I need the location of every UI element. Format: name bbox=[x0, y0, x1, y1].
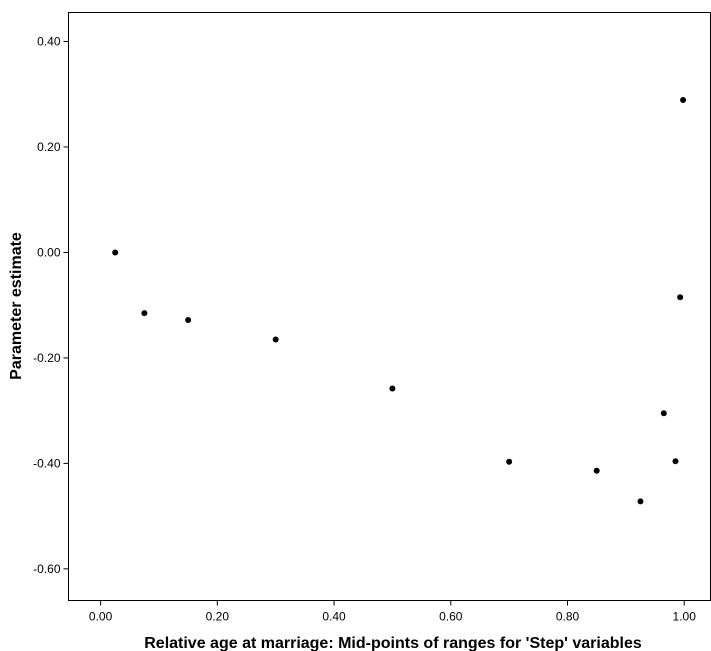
y-tick-label: 0.20 bbox=[37, 140, 61, 154]
data-point bbox=[506, 458, 513, 465]
x-tick-label: 0.00 bbox=[89, 610, 113, 624]
x-axis-ticks: 0.00 0.20 0.40 0.60 0.80 1.00 bbox=[89, 600, 697, 624]
data-point bbox=[112, 249, 119, 256]
y-tick-label: -0.60 bbox=[33, 562, 61, 576]
y-tick-label: -0.40 bbox=[33, 456, 61, 470]
data-point bbox=[593, 467, 600, 474]
data-point bbox=[680, 97, 687, 104]
y-axis-title: Parameter estimate bbox=[8, 232, 25, 380]
x-tick-label: 0.60 bbox=[439, 610, 463, 624]
data-point bbox=[660, 410, 667, 417]
data-point bbox=[677, 294, 684, 301]
data-point bbox=[637, 498, 644, 505]
data-point bbox=[141, 310, 148, 317]
y-tick-label: -0.20 bbox=[33, 351, 61, 365]
data-point bbox=[672, 458, 679, 465]
plot-frame bbox=[68, 12, 711, 601]
y-tick-label: 0.00 bbox=[37, 245, 61, 259]
x-tick-label: 1.00 bbox=[673, 610, 697, 624]
x-axis-title: Relative age at marriage: Mid-points of … bbox=[144, 635, 642, 651]
y-tick-label: 0.40 bbox=[37, 35, 61, 49]
data-points bbox=[112, 97, 687, 505]
data-point bbox=[389, 385, 396, 392]
x-tick-label: 0.40 bbox=[322, 610, 346, 624]
data-point bbox=[272, 336, 279, 343]
data-point bbox=[185, 316, 192, 323]
x-tick-label: 0.20 bbox=[206, 610, 230, 624]
x-tick-label: 0.80 bbox=[556, 610, 580, 624]
y-axis-ticks: 0.40 0.20 0.00 -0.20 -0.40 -0.60 bbox=[33, 35, 69, 576]
